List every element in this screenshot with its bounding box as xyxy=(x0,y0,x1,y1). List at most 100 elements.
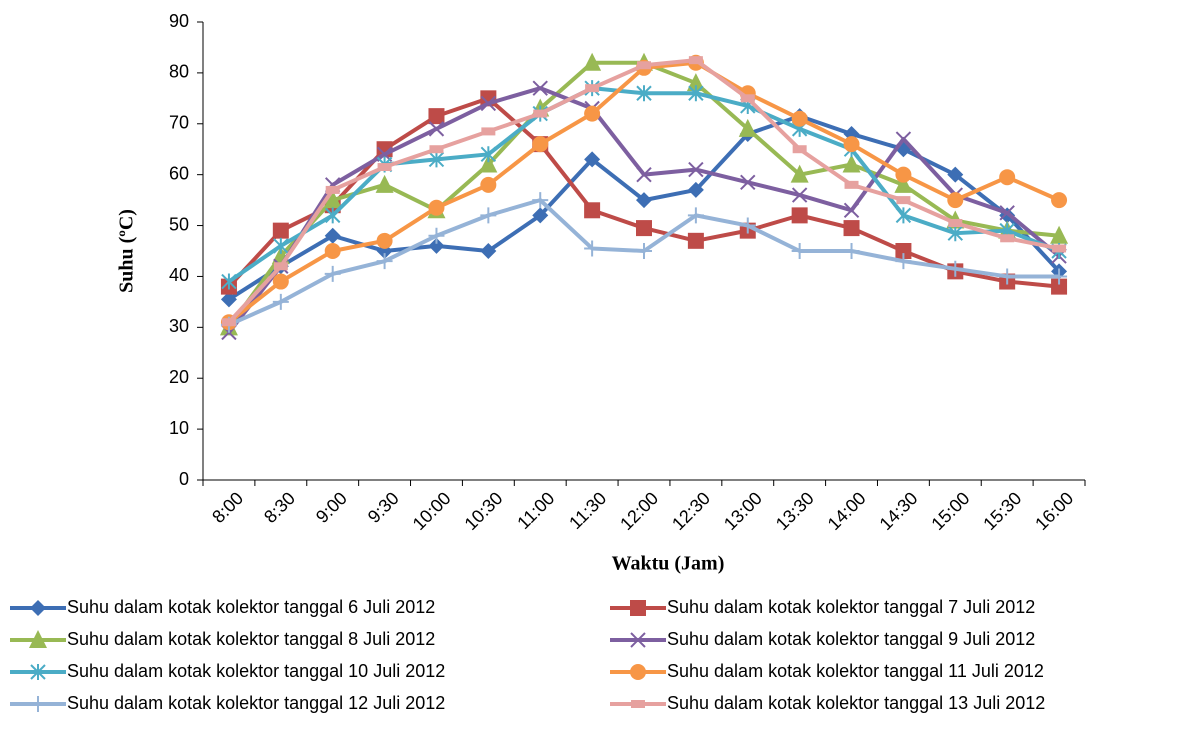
marker xyxy=(324,265,341,282)
y-tick-label: 0 xyxy=(179,469,189,489)
y-tick-label: 60 xyxy=(169,163,189,183)
marker xyxy=(895,166,912,183)
marker xyxy=(30,600,46,616)
marker xyxy=(376,253,393,270)
marker xyxy=(631,700,645,708)
marker xyxy=(688,161,704,178)
marker xyxy=(895,253,912,270)
x-tick-label: 10:00 xyxy=(409,488,455,534)
marker xyxy=(791,243,808,259)
marker xyxy=(30,696,46,712)
legend-label: Suhu dalam kotak kolektor tanggal 9 Juli… xyxy=(667,629,1035,649)
y-tick-label: 70 xyxy=(169,113,189,133)
marker xyxy=(325,185,340,194)
marker xyxy=(1051,192,1068,209)
marker xyxy=(532,136,549,153)
marker xyxy=(375,174,394,193)
x-tick-label: 11:30 xyxy=(565,488,610,533)
marker xyxy=(584,202,601,219)
marker xyxy=(895,131,912,147)
marker xyxy=(584,240,601,257)
legend-label: Suhu dalam kotak kolektor tanggal 13 Jul… xyxy=(667,693,1045,713)
marker xyxy=(30,664,46,680)
marker xyxy=(428,121,445,137)
marker xyxy=(584,151,601,168)
x-tick-label: 9:00 xyxy=(312,488,351,527)
marker xyxy=(429,145,444,154)
marker xyxy=(948,219,963,228)
marker xyxy=(584,105,601,122)
y-tick-label: 90 xyxy=(169,11,189,31)
y-tick-label: 50 xyxy=(169,214,189,234)
marker xyxy=(999,169,1016,186)
x-tick-label: 8:00 xyxy=(208,488,247,527)
marker xyxy=(272,293,289,310)
marker xyxy=(686,73,705,92)
marker xyxy=(843,136,860,153)
marker xyxy=(532,80,548,96)
x-tick-label: 14:00 xyxy=(824,488,870,534)
marker xyxy=(324,227,341,244)
marker xyxy=(791,110,808,127)
marker xyxy=(583,52,602,71)
marker xyxy=(273,262,288,271)
marker xyxy=(630,632,646,648)
marker xyxy=(637,61,651,70)
marker xyxy=(636,192,652,209)
marker xyxy=(221,273,237,290)
marker xyxy=(220,291,237,308)
marker xyxy=(894,174,913,193)
x-tick-label: 13:00 xyxy=(720,488,766,534)
y-tick-label: 20 xyxy=(169,367,189,387)
marker xyxy=(480,243,497,259)
marker xyxy=(376,232,393,249)
marker xyxy=(377,163,392,172)
marker xyxy=(738,118,757,137)
legend-label: Suhu dalam kotak kolektor tanggal 7 Juli… xyxy=(667,597,1035,617)
marker xyxy=(630,664,646,680)
marker xyxy=(428,227,445,244)
marker xyxy=(999,205,1015,221)
marker xyxy=(947,260,964,277)
marker xyxy=(272,273,289,290)
marker xyxy=(999,268,1016,285)
marker xyxy=(428,151,445,168)
legend-label: Suhu dalam kotak kolektor tanggal 12 Jul… xyxy=(67,693,445,713)
marker xyxy=(740,94,755,103)
marker xyxy=(221,318,236,327)
marker xyxy=(740,174,756,191)
marker xyxy=(479,154,498,173)
marker xyxy=(687,232,704,249)
marker xyxy=(792,145,807,154)
legend-label: Suhu dalam kotak kolektor tanggal 6 Juli… xyxy=(67,597,435,617)
marker xyxy=(324,243,341,259)
x-tick-label: 15:30 xyxy=(979,488,1025,534)
marker xyxy=(687,207,704,224)
marker xyxy=(273,237,289,254)
marker xyxy=(480,207,497,224)
marker xyxy=(323,190,342,209)
marker xyxy=(636,220,652,237)
marker xyxy=(947,225,964,242)
x-tick-label: 14:30 xyxy=(876,488,922,534)
y-tick-label: 10 xyxy=(169,418,189,438)
marker xyxy=(630,600,646,616)
marker xyxy=(1051,268,1068,285)
marker xyxy=(29,630,47,648)
x-tick-label: 12:30 xyxy=(668,488,714,534)
legend-label: Suhu dalam kotak kolektor tanggal 10 Jul… xyxy=(67,661,445,681)
marker xyxy=(843,202,860,218)
marker xyxy=(636,166,652,183)
y-tick-label: 30 xyxy=(169,316,189,336)
marker xyxy=(1051,278,1068,295)
x-tick-label: 15:00 xyxy=(927,488,973,534)
marker xyxy=(790,164,809,183)
marker xyxy=(272,222,289,239)
marker xyxy=(687,181,704,198)
marker xyxy=(895,243,912,259)
marker xyxy=(428,237,445,254)
x-tick-label: 10:30 xyxy=(461,488,507,534)
marker xyxy=(947,192,964,209)
marker xyxy=(636,243,652,259)
marker xyxy=(844,180,859,189)
